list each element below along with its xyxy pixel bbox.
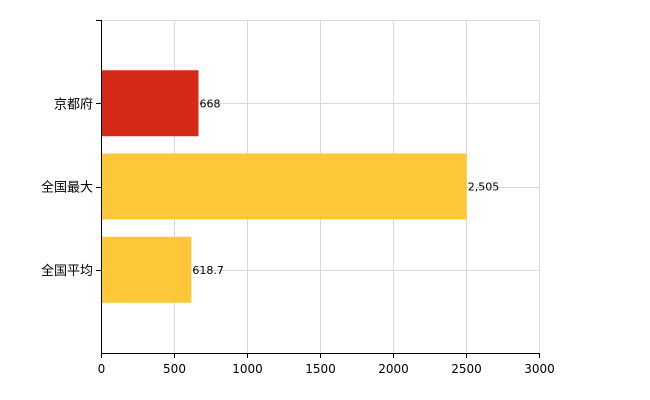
data-label: 618.7 bbox=[192, 264, 224, 277]
x-tick-label: 0 bbox=[98, 362, 106, 376]
axis-layer bbox=[96, 20, 540, 358]
bar bbox=[101, 70, 199, 137]
x-tick-label: 500 bbox=[163, 362, 186, 376]
category-label: 京都府 bbox=[54, 97, 93, 112]
bar bbox=[101, 153, 467, 220]
x-tick-label: 2000 bbox=[378, 362, 409, 376]
label-layer: 0 500 1000 1500 2000 2500 3000 668 京都府 2,505 全国最大 6… bbox=[41, 97, 555, 376]
data-label: 668 bbox=[200, 97, 221, 110]
category-label: 全国最大 bbox=[41, 180, 93, 196]
x-tick-label: 2500 bbox=[451, 362, 482, 376]
bar-layer bbox=[101, 70, 467, 303]
bar bbox=[101, 236, 192, 303]
category-label: 全国平均 bbox=[41, 263, 93, 279]
data-label: 2,505 bbox=[468, 181, 500, 194]
x-tick-label: 1500 bbox=[305, 362, 336, 376]
x-tick-label: 3000 bbox=[524, 362, 555, 376]
x-tick-label: 1000 bbox=[232, 362, 263, 376]
